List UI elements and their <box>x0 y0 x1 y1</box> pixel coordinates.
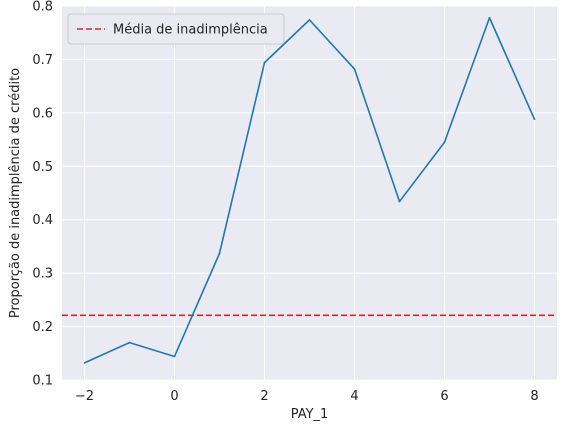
data-point <box>488 16 491 19</box>
data-point <box>353 68 356 70</box>
y-tick-label: 0.6 <box>32 106 53 121</box>
y-tick-label: 0.3 <box>32 267 53 282</box>
x-tick-label: −2 <box>75 389 94 404</box>
data-point <box>83 362 86 364</box>
x-tick-label: 0 <box>170 389 178 404</box>
y-tick-label: 0.2 <box>32 320 53 335</box>
data-point <box>443 141 446 144</box>
y-tick-label: 0.8 <box>32 0 53 15</box>
y-axis-ticks: 0.1 0.2 0.3 0.4 0.5 0.6 0.7 0.8 <box>32 0 53 389</box>
data-point <box>263 61 266 64</box>
x-tick-label: 4 <box>350 389 358 404</box>
data-point <box>308 19 311 21</box>
x-axis-ticks: −2 0 2 4 6 8 <box>75 389 539 404</box>
data-point <box>128 341 131 344</box>
y-tick-label: 0.4 <box>32 213 53 228</box>
data-series <box>83 16 536 364</box>
legend: Média de inadimplência <box>67 13 285 45</box>
legend-entry-average: Média de inadimplência <box>113 23 268 38</box>
y-tick-label: 0.1 <box>32 374 53 389</box>
x-axis-label: PAY_1 <box>291 407 329 422</box>
data-point <box>173 355 176 358</box>
y-axis-label: Proporção de inadimplência de crédito <box>8 68 23 318</box>
x-tick-label: 8 <box>530 389 538 404</box>
data-point <box>533 118 536 121</box>
x-tick-label: 2 <box>260 389 268 404</box>
y-tick-label: 0.7 <box>32 53 53 68</box>
y-tick-label: 0.5 <box>32 160 53 175</box>
legend-box <box>67 13 285 45</box>
data-point <box>218 252 221 255</box>
data-point <box>398 200 401 203</box>
x-tick-label: 6 <box>440 389 448 404</box>
plot-area <box>62 6 557 380</box>
